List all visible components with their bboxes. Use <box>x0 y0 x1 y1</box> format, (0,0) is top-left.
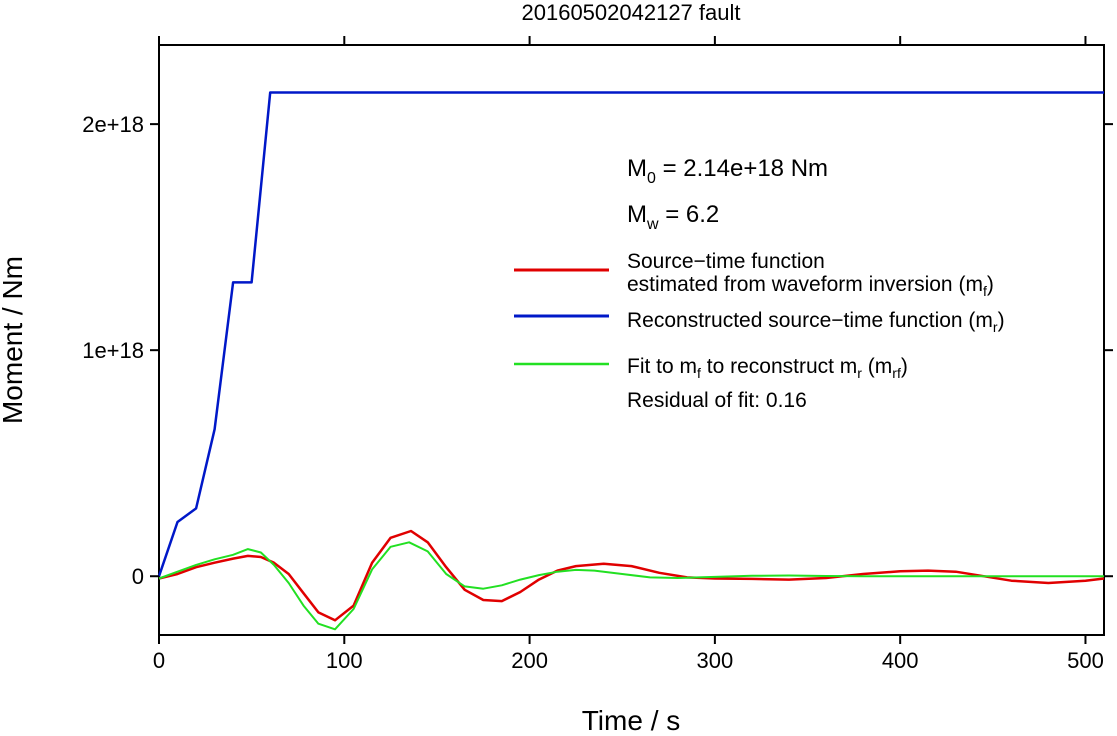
text-span: r <box>993 319 998 335</box>
text-span: rf <box>892 365 901 381</box>
legend-label-0: Source−time function <box>627 250 825 273</box>
text-span: = 2.14e+18 Nm <box>656 155 828 182</box>
plot-frame <box>158 44 1105 636</box>
x-tick-label: 0 <box>153 648 165 673</box>
text-span: ) <box>901 355 908 378</box>
series-layer <box>157 91 1105 631</box>
text-span: (m <box>862 355 892 378</box>
text-span: f <box>983 283 987 299</box>
legend-label-0-line2: estimated from waveform inversion (mf) <box>627 273 994 299</box>
annotation-mw: Mw = 6.2 <box>627 201 719 233</box>
text-span: r <box>857 365 862 381</box>
text-span: f <box>697 365 701 381</box>
y-axis: 0 1e+18 2e+18 <box>82 112 1113 589</box>
text-span: Fit to m <box>627 355 697 378</box>
legend-label-2: Fit to mf to reconstruct mr (mrf) <box>627 355 908 381</box>
x-tick-label: 400 <box>882 648 919 673</box>
legend-label-1: Reconstructed source−time function (mr) <box>627 309 1005 335</box>
y-axis-title: Moment / Nm <box>0 256 28 424</box>
text-span: w <box>646 216 659 233</box>
y-tick-label: 1e+18 <box>82 338 144 363</box>
text-span: Reconstructed source−time function (m <box>627 309 993 332</box>
series-line-0 <box>157 91 1104 577</box>
x-tick-label: 500 <box>1067 648 1104 673</box>
x-axis-title: Time / s <box>582 705 681 736</box>
y-tick-label: 0 <box>132 564 144 589</box>
series-line-2 <box>158 541 1104 631</box>
annotation-residual: Residual of fit: 0.16 <box>627 389 807 412</box>
text-span: to reconstruct m <box>701 355 857 378</box>
text-span: M <box>627 155 647 182</box>
text-span: estimated from waveform inversion (m <box>627 273 983 296</box>
y-tick-label: 2e+18 <box>82 112 144 137</box>
text-span: ) <box>987 273 994 296</box>
text-span: ) <box>998 309 1005 332</box>
x-axis: 0 100 200 300 400 500 <box>153 36 1104 673</box>
x-tick-label: 100 <box>326 648 363 673</box>
x-tick-label: 300 <box>697 648 734 673</box>
chart-title: 20160502042127 fault <box>522 0 741 25</box>
text-span: = 6.2 <box>659 201 720 228</box>
x-tick-label: 200 <box>511 648 548 673</box>
annotation-m0: M0 = 2.14e+18 Nm <box>627 155 828 187</box>
text-span: M <box>627 201 647 228</box>
text-span: 0 <box>647 170 656 187</box>
